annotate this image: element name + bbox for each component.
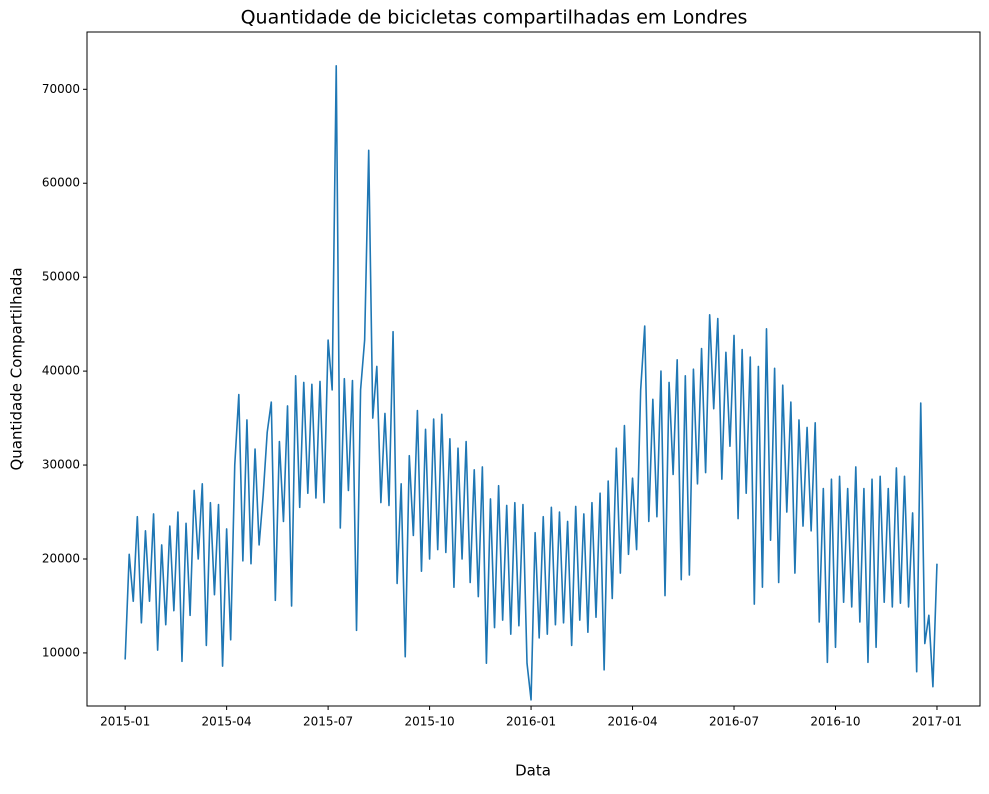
x-tick-label: 2015-04 [202, 715, 252, 729]
plot-frame [86, 31, 981, 707]
x-tick-label: 2015-07 [303, 715, 353, 729]
x-tick-label: 2016-04 [607, 715, 657, 729]
y-tick-label: 20000 [42, 551, 80, 565]
x-tick-label: 2015-01 [100, 715, 150, 729]
x-tick-label: 2015-10 [405, 715, 455, 729]
x-axis-label: Data [515, 762, 551, 780]
chart-title: Quantidade de bicicletas compartilhadas … [241, 7, 748, 29]
y-tick-label: 10000 [42, 645, 80, 659]
x-tick-label: 2016-10 [810, 715, 860, 729]
y-tick-label: 40000 [42, 364, 80, 378]
x-tick-label: 2016-01 [506, 715, 556, 729]
y-tick-label: 50000 [42, 270, 80, 284]
y-tick-label: 30000 [42, 458, 80, 472]
y-axis-label: Quantidade Compartilhada [8, 267, 26, 470]
x-tick-label: 2017-01 [912, 715, 962, 729]
x-tick-label: 2016-07 [709, 715, 759, 729]
line-series [124, 65, 938, 701]
y-tick-label: 60000 [42, 176, 80, 190]
y-tick-label: 70000 [42, 82, 80, 96]
